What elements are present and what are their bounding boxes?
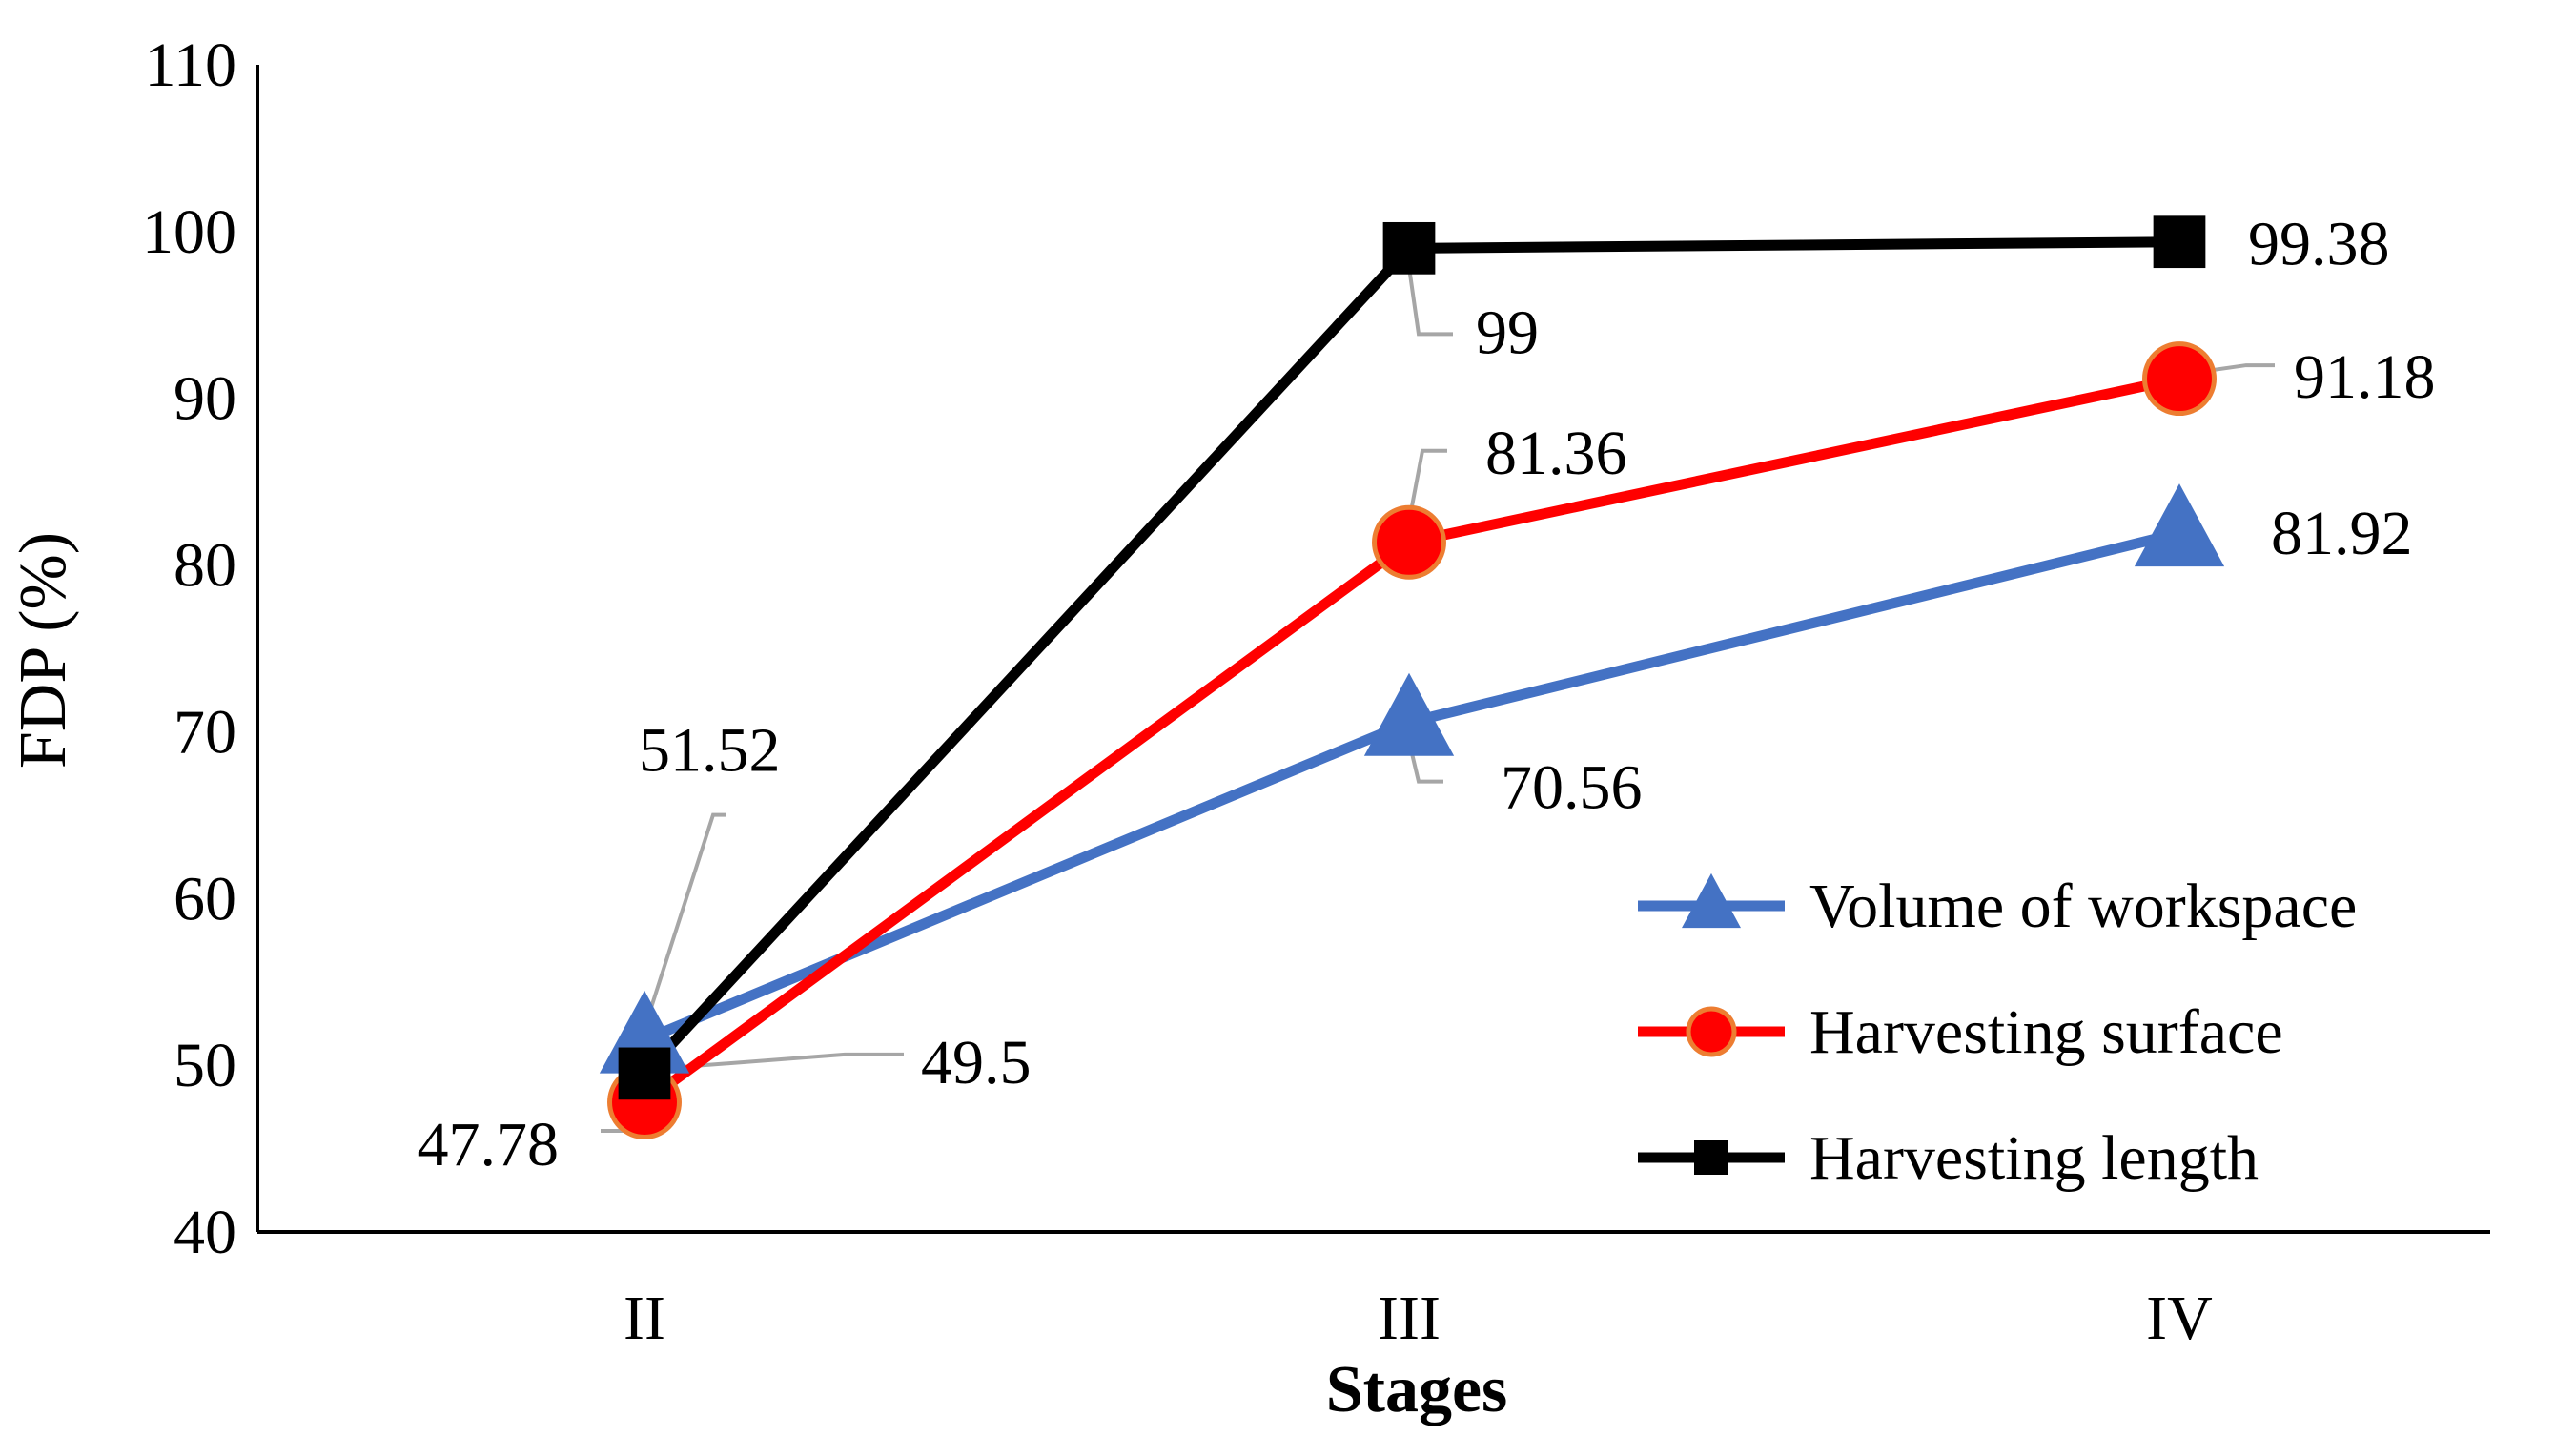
- marker-circle-III: [1372, 504, 1446, 580]
- y-tick-label: 60: [174, 864, 236, 933]
- marker-square-II: [618, 1047, 671, 1100]
- data-labels: 51.52 70.56 81.92 47.78 81.36 91.18 49.5 99 99.3…: [418, 210, 2436, 1180]
- data-label: 47.78: [418, 1110, 560, 1180]
- x-axis-title: Stages: [1326, 1353, 1508, 1426]
- data-label: 99: [1476, 297, 1539, 367]
- data-label: 51.52: [639, 716, 781, 786]
- legend-label: Harvesting surface: [1809, 997, 2283, 1067]
- legend-item-harvesting-surface: Harvesting surface: [1638, 997, 2283, 1067]
- legend-item-volume-of-workspace: Volume of workspace: [1638, 872, 2357, 941]
- series-lines: [640, 236, 2181, 1107]
- marker-triangle-IV: [2134, 483, 2225, 567]
- data-label: 49.5: [921, 1028, 1032, 1098]
- series-line-volume-of-workspace: [642, 527, 2181, 1045]
- y-tick-label: 40: [174, 1198, 236, 1267]
- x-tick-label: III: [1378, 1283, 1441, 1353]
- legend-item-harvesting-length: Harvesting length: [1638, 1123, 2259, 1193]
- data-label: 70.56: [1501, 753, 1643, 823]
- legend-label: Volume of workspace: [1809, 872, 2357, 941]
- series-markers: [599, 215, 2225, 1139]
- data-label: 91.18: [2294, 342, 2436, 412]
- legend-marker-triangle: [1682, 872, 1741, 929]
- marker-square-IV: [2153, 215, 2206, 269]
- marker-triangle-III: [1363, 672, 1455, 756]
- x-axis-ticks: II III IV: [624, 1283, 2213, 1353]
- axes: [256, 65, 2490, 1234]
- y-tick-label: 50: [174, 1031, 236, 1100]
- y-tick-label: 80: [174, 531, 236, 601]
- legend-marker-circle: [1686, 1006, 1737, 1057]
- y-tick-label: 100: [142, 197, 236, 267]
- data-label: 99.38: [2248, 210, 2390, 279]
- data-label: 81.92: [2271, 499, 2413, 568]
- y-axis-ticks: 40 50 60 70 80 90 100 110: [142, 31, 236, 1267]
- y-axis-title: FDP (%): [7, 532, 80, 769]
- x-tick-label: II: [624, 1283, 665, 1353]
- leader-line: [1407, 448, 1447, 523]
- marker-circle-IV: [2142, 341, 2217, 417]
- legend-label: Harvesting length: [1809, 1123, 2259, 1193]
- y-tick-label: 70: [174, 697, 236, 767]
- legend-marker-square: [1694, 1140, 1728, 1175]
- legend: Volume of workspace Harvesting surface Har…: [1638, 872, 2357, 1193]
- leader-line: [644, 1052, 904, 1072]
- leader-line: [1407, 267, 1453, 337]
- x-tick-label: IV: [2146, 1283, 2213, 1353]
- data-label: 81.36: [1485, 419, 1627, 488]
- y-tick-label: 90: [174, 364, 236, 434]
- marker-square-III: [1382, 221, 1436, 275]
- leader-line: [643, 812, 726, 1030]
- y-tick-label: 110: [144, 31, 236, 100]
